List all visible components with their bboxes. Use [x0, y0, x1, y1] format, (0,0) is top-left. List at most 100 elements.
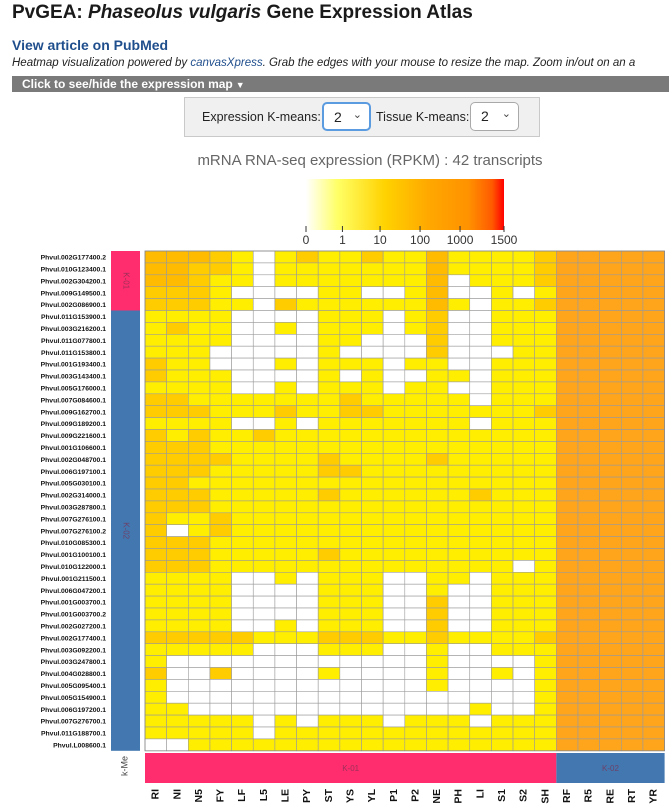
scale-tick-label: 1: [339, 233, 346, 247]
heatmap-cell: [209, 726, 232, 740]
heatmap-cell: [642, 393, 665, 406]
heatmap-cell: [317, 464, 341, 478]
heatmap-cell: [166, 250, 189, 264]
heatmap-cell: [620, 310, 644, 323]
heatmap-cell: [642, 583, 665, 597]
heatmap-cell: [404, 560, 427, 573]
heatmap-cell: [209, 560, 232, 573]
heatmap-cell: [252, 476, 276, 490]
heatmap-cell: [296, 690, 319, 704]
tissue-kmeans-select[interactable]: 2 ⌄: [470, 102, 519, 131]
heatmap-cell: [447, 548, 471, 561]
heatmap-cell: [534, 714, 557, 728]
heatmap-cell: [426, 548, 449, 561]
heatmap-cell: [317, 488, 341, 502]
heatmap-cell: [296, 524, 319, 537]
heatmap-cell: [296, 417, 319, 430]
heatmap-cell: [339, 571, 362, 585]
heatmap-cell: [209, 667, 232, 680]
heatmap-cell: [469, 512, 492, 525]
heatmap-cell: [491, 274, 514, 287]
heatmap-cell: [469, 274, 492, 287]
heatmap-cell: [620, 405, 644, 418]
heatmap-cell: [469, 452, 492, 466]
heatmap-cell: [577, 250, 600, 264]
heatmap-cell: [447, 524, 471, 537]
toggle-expression-map-bar[interactable]: Click to see/hide the expression map ▼: [12, 76, 669, 92]
heatmap-cell: [188, 500, 211, 514]
heatmap-cell: [642, 333, 665, 347]
heatmap-cell: [382, 274, 406, 287]
canvasxpress-link[interactable]: canvasXpress: [190, 57, 263, 69]
heatmap-cell: [556, 690, 579, 704]
heatmap-cell: [577, 345, 600, 359]
heatmap-cell: [166, 714, 189, 728]
heatmap-cell: [382, 679, 406, 692]
heatmap-cell: [404, 524, 427, 537]
heatmap-cell: [577, 690, 600, 704]
heatmap-cell: [512, 417, 535, 430]
heatmap-cell: [534, 417, 557, 430]
heatmap-cell: [556, 667, 579, 680]
heatmap-cell: [534, 631, 557, 644]
heatmap-cell: [404, 667, 427, 680]
heatmap-cell: [556, 250, 579, 264]
heatmap-cell: [426, 369, 449, 383]
heatmap-cell: [382, 464, 406, 478]
heatmap-cell: [556, 417, 579, 430]
heatmap-cell: [296, 333, 319, 347]
heatmap-cell: [447, 274, 471, 287]
heatmap-cell: [534, 607, 557, 621]
heatmap-cell: [188, 560, 211, 573]
heatmap-cell: [252, 310, 276, 323]
heatmap-cell: [361, 583, 384, 597]
heatmap-cell: [361, 512, 384, 525]
heatmap-cell: [209, 274, 232, 287]
heatmap-cell: [231, 274, 254, 287]
expression-kmeans-select[interactable]: 2 ⌄: [322, 102, 371, 131]
heatmap-cell: [491, 679, 514, 692]
heatmap-cell: [404, 417, 427, 430]
heatmap-cell: [447, 452, 471, 466]
heatmap-cell: [556, 464, 579, 478]
pubmed-link[interactable]: View article on PubMed: [12, 37, 169, 53]
heatmap-cell: [252, 643, 276, 656]
heatmap-cell: [166, 595, 189, 609]
heatmap-cell: [426, 310, 449, 323]
heatmap-cell: [534, 381, 557, 395]
heatmap-cell: [166, 393, 189, 406]
column-label: ST: [323, 788, 335, 802]
heatmap-cell: [512, 250, 535, 264]
row-label: Phvul.010G085300.1: [41, 540, 107, 547]
heatmap-cell: [339, 429, 362, 442]
heatmap-cell: [426, 464, 449, 478]
heatmap-cell: [447, 726, 471, 740]
heatmap-cell: [382, 322, 406, 335]
heatmap-cell: [296, 548, 319, 561]
heatmap-cell: [252, 679, 276, 692]
heatmap-cell: [512, 464, 535, 478]
heatmap-cell: [209, 369, 232, 383]
heatmap-cell: [512, 702, 535, 716]
heatmap-cell: [447, 631, 471, 644]
heatmap-cell: [339, 274, 362, 287]
heatmap-cell: [426, 452, 449, 466]
heatmap-cell: [231, 631, 254, 644]
heatmap-cell: [599, 571, 622, 585]
heatmap-cell: [512, 322, 535, 335]
toggle-label: Click to see/hide the expression map: [22, 77, 233, 91]
heatmap-cell: [447, 405, 471, 418]
heatmap-cell: [534, 488, 557, 502]
heatmap-cell: [382, 714, 406, 728]
heatmap-cell: [209, 417, 232, 430]
heatmap-cell: [188, 381, 211, 395]
row-label: Phvul.002G048700.1: [41, 457, 107, 464]
heatmap-cell: [512, 405, 535, 418]
heatmap-cell: [339, 619, 362, 633]
heatmap-cell: [209, 464, 232, 478]
heatmap-cell: [534, 452, 557, 466]
heatmap-cell: [188, 655, 211, 668]
heatmap-cell: [491, 619, 514, 633]
heatmap-cell: [231, 655, 254, 668]
